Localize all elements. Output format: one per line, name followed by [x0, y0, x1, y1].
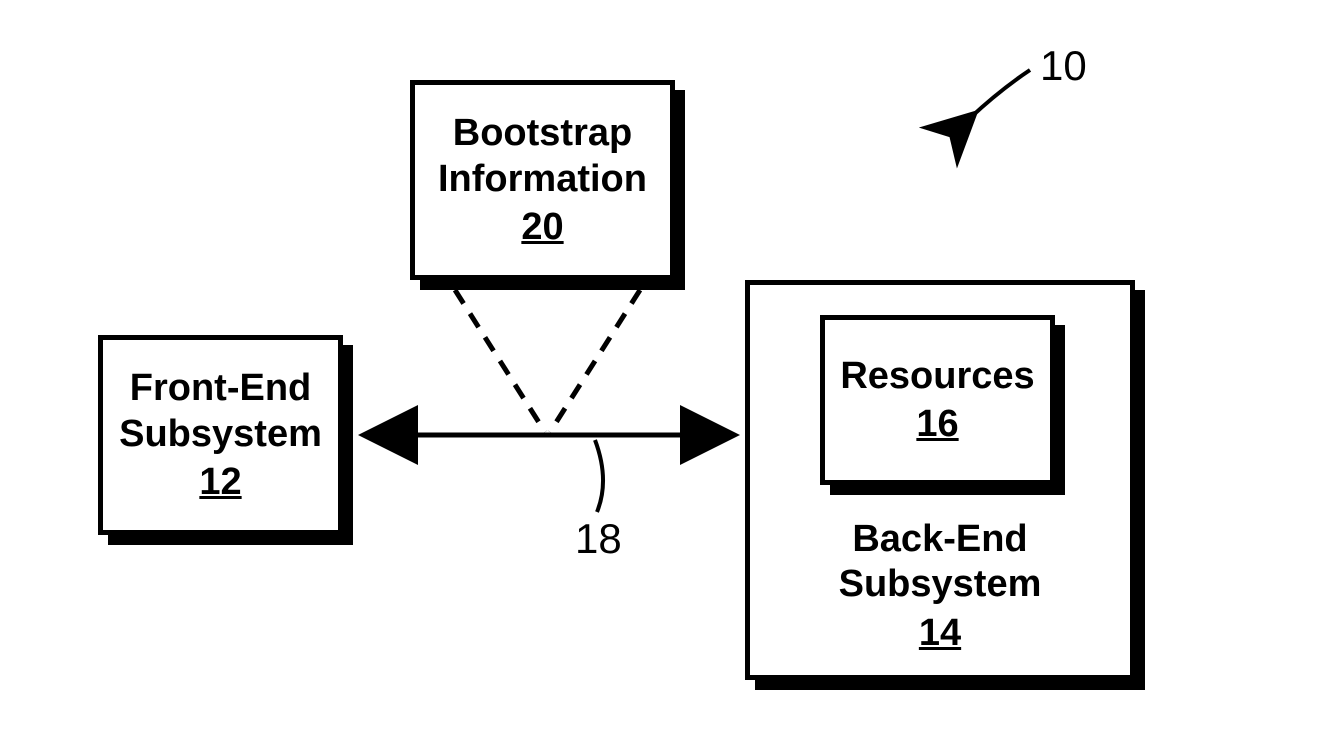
bootstrap-label-2: Information: [438, 157, 647, 203]
resources-label: Resources: [840, 354, 1034, 400]
backend-number: 14: [919, 612, 961, 655]
ref-18-label: 18: [575, 515, 622, 563]
bootstrap-label-1: Bootstrap: [453, 111, 632, 157]
dashed-left: [455, 290, 545, 432]
ref18-hook: [595, 440, 603, 512]
frontend-box: Front-End Subsystem 12: [98, 335, 343, 535]
frontend-number: 12: [199, 461, 241, 504]
bootstrap-number: 20: [521, 206, 563, 249]
ref-10-label: 10: [1040, 42, 1087, 90]
resources-number: 16: [916, 403, 958, 446]
dashed-right: [550, 290, 640, 432]
resources-box: Resources 16: [820, 315, 1055, 485]
frontend-label-1: Front-End: [130, 366, 312, 412]
frontend-label-2: Subsystem: [119, 412, 322, 458]
backend-label: Back-End Subsystem: [750, 517, 1130, 608]
system-diagram: Front-End Subsystem 12 Bootstrap Informa…: [0, 0, 1325, 731]
bootstrap-box: Bootstrap Information 20: [410, 80, 675, 280]
ref10-arrow: [970, 70, 1030, 118]
